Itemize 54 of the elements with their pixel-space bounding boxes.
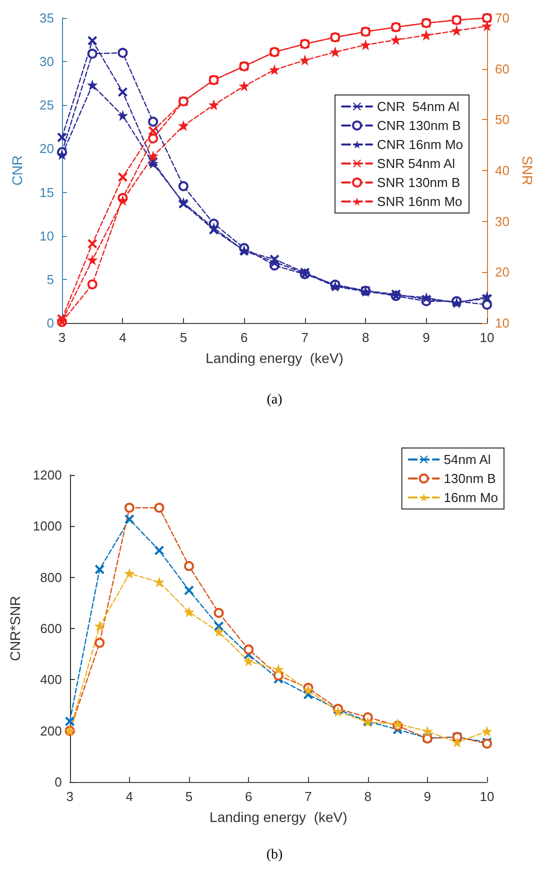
x-axis-title: Landing energy (keV) [206, 350, 344, 366]
x-tick-label: 5 [180, 330, 188, 345]
y-tick-label: 1000 [32, 518, 62, 534]
legend-label: CNR 130nm B [377, 118, 461, 133]
x-tick-label: 7 [301, 330, 308, 345]
x-tick-label: 3 [66, 789, 74, 804]
y2-tick-label: 20 [495, 264, 510, 280]
y-tick-label: 35 [40, 10, 54, 26]
y-tick-label: 15 [40, 184, 54, 200]
y-tick-label: 400 [40, 672, 62, 688]
x-tick-label: 8 [362, 330, 370, 345]
y-tick-label: 30 [40, 54, 54, 70]
y2-tick-label: 10 [495, 316, 510, 330]
y-tick-label: 10 [40, 228, 54, 244]
legend-label: CNR 54nm Al [377, 99, 460, 114]
y-axis-title: CNR [9, 155, 25, 186]
y-tick-label: 25 [40, 98, 54, 113]
y-tick-label: 20 [40, 141, 54, 156]
legend-label: SNR 130nm B [377, 175, 460, 190]
x-axis-title: Landing energy (keV) [210, 809, 348, 825]
x-tick-label: 5 [185, 789, 193, 804]
y-tick-label: 1200 [32, 468, 62, 482]
y-tick-label: 800 [40, 570, 62, 585]
text: (a) [266, 392, 283, 408]
x-tick-label: 6 [240, 330, 248, 345]
y2-tick-label: 70 [495, 10, 510, 26]
text: (b) [266, 848, 283, 862]
y-tick-label: 600 [40, 621, 62, 636]
x-tick-label: 9 [422, 330, 430, 345]
x-tick-label: 10 [480, 789, 494, 804]
x-tick-label: 10 [480, 330, 494, 345]
y-tick-label: 200 [40, 723, 62, 738]
legend-label: SNR 54nm Al [377, 156, 456, 171]
y2-tick-label: 30 [495, 214, 510, 229]
x-tick-label: 6 [244, 789, 252, 804]
legend-label: 130nm B [444, 471, 496, 486]
x-tick-label: 8 [364, 789, 372, 804]
legend-label: 16nm Mo [444, 490, 498, 505]
x-tick-label: 9 [424, 789, 432, 804]
y-tick-label: 0 [54, 774, 62, 790]
legend-label: 54nm Al [444, 452, 491, 467]
y2-tick-label: 40 [495, 163, 510, 178]
legend-label: CNR 16nm Mo [377, 137, 463, 152]
y2-axis-title: SNR [519, 156, 536, 186]
y2-tick-label: 60 [495, 61, 510, 76]
x-tick-label: 3 [58, 330, 66, 345]
y-tick-label: 0 [46, 316, 54, 330]
y-axis-title: CNR*SNR [7, 596, 23, 662]
x-tick-label: 4 [126, 789, 134, 804]
y-tick-label: 5 [46, 272, 54, 287]
y2-tick-label: 50 [495, 112, 510, 128]
legend-label: SNR 16nm Mo [377, 194, 462, 209]
x-tick-label: 4 [119, 330, 126, 345]
x-tick-label: 7 [304, 789, 312, 804]
